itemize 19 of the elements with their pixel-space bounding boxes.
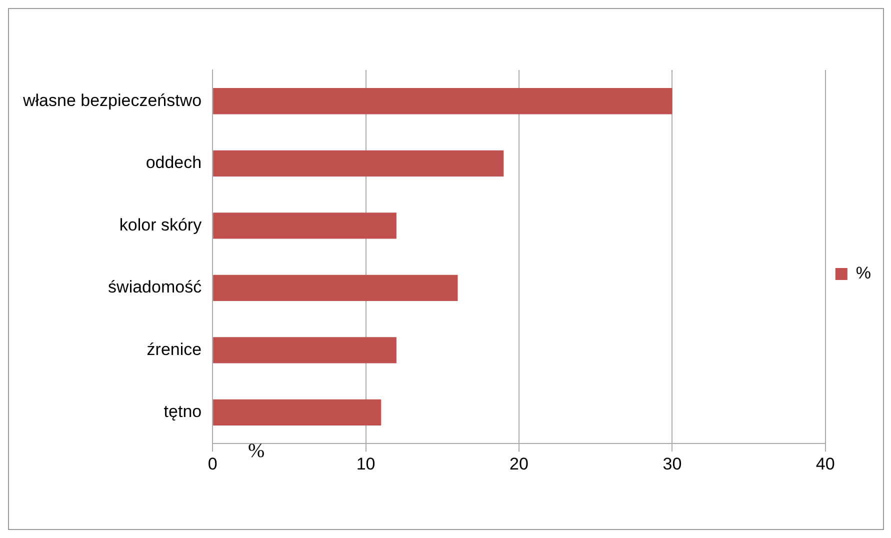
y-tick-label: tętno: [164, 402, 202, 422]
x-tick-label: 30: [662, 454, 682, 474]
bar: [213, 337, 396, 364]
y-tick-label: świadomość: [108, 278, 202, 297]
x-tick-label: 20: [510, 454, 528, 474]
y-tick-label: własne bezpieczeństwo: [22, 90, 202, 110]
y-tick-label: oddech: [146, 153, 202, 172]
bar: [213, 274, 458, 302]
x-axis-title: %: [248, 440, 265, 463]
legend-label: %: [856, 264, 872, 283]
x-tick-label: 10: [356, 454, 376, 474]
y-tick-label: źrenice: [146, 340, 202, 359]
x-tick-label: 0: [208, 454, 218, 474]
y-tick-label: kolor skóry: [119, 215, 202, 234]
bar: [213, 150, 504, 176]
bar: [213, 212, 396, 239]
bar: [213, 88, 672, 114]
bar: [213, 399, 382, 426]
x-tick-label: 40: [816, 454, 835, 474]
